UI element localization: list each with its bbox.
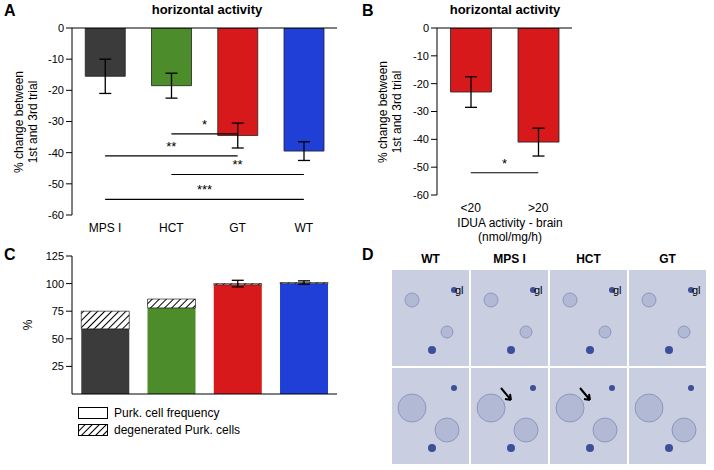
html-text:horizontal activity: horizontal activity bbox=[151, 2, 263, 17]
html-text:WT: WT bbox=[421, 252, 440, 266]
svg-text:HCT: HCT bbox=[159, 221, 184, 235]
svg-text:<20: <20 bbox=[461, 201, 482, 215]
svg-text:>20: >20 bbox=[528, 201, 549, 215]
html-text:% change between: % change between bbox=[376, 61, 390, 163]
svg-text:-10: -10 bbox=[48, 53, 64, 65]
html-text:B: B bbox=[362, 2, 374, 19]
html-text:MPS I: MPS I bbox=[493, 252, 526, 266]
html-text:degenerated Purk. cells: degenerated Purk. cells bbox=[114, 422, 241, 437]
svg-text:25: 25 bbox=[52, 360, 64, 372]
html-text:GT: GT bbox=[659, 252, 676, 266]
svg-text:0: 0 bbox=[423, 22, 429, 34]
svg-text:GT: GT bbox=[229, 221, 246, 235]
svg-text:**: ** bbox=[166, 139, 176, 154]
svg-text:-20: -20 bbox=[413, 78, 429, 90]
html-text:IDUA activity - brain: IDUA activity - brain bbox=[457, 216, 563, 230]
svg-text:gl: gl bbox=[534, 284, 543, 296]
svg-text:gl: gl bbox=[613, 284, 622, 296]
html-text:D: D bbox=[362, 246, 374, 263]
html-text:A: A bbox=[4, 2, 16, 19]
svg-text:-50: -50 bbox=[48, 178, 64, 190]
svg-text:-30: -30 bbox=[413, 105, 429, 117]
svg-text:-20: -20 bbox=[48, 84, 64, 96]
html-text:horizontal activity: horizontal activity bbox=[449, 2, 561, 17]
svg-text:50: 50 bbox=[52, 333, 64, 345]
svg-text:-60: -60 bbox=[413, 189, 429, 201]
html-text:HCT: HCT bbox=[576, 252, 601, 266]
html-text:C: C bbox=[4, 246, 16, 263]
html-text:(nmol/mg/h): (nmol/mg/h) bbox=[478, 230, 542, 244]
svg-text:-50: -50 bbox=[413, 161, 429, 173]
svg-text:**: ** bbox=[233, 157, 243, 172]
svg-text:***: *** bbox=[197, 182, 212, 197]
svg-text:0: 0 bbox=[58, 22, 64, 34]
html-text:1st and 3rd trial: 1st and 3rd trial bbox=[26, 80, 40, 164]
svg-text:100: 100 bbox=[46, 278, 64, 290]
svg-text:MPS I: MPS I bbox=[89, 221, 122, 235]
svg-text:WT: WT bbox=[295, 221, 314, 235]
html-text:% change between: % change between bbox=[12, 71, 26, 173]
svg-text:-40: -40 bbox=[48, 147, 64, 159]
svg-text:125: 125 bbox=[46, 250, 64, 262]
html-text:Purk. cell frequency: Purk. cell frequency bbox=[114, 405, 220, 420]
svg-text:gl: gl bbox=[692, 284, 701, 296]
svg-text:*: * bbox=[502, 156, 507, 171]
svg-text:*: * bbox=[202, 117, 207, 132]
svg-text:-60: -60 bbox=[48, 209, 64, 221]
svg-text:75: 75 bbox=[52, 305, 64, 317]
html-text:1st and 3rd trial: 1st and 3rd trial bbox=[390, 70, 404, 154]
svg-text:-30: -30 bbox=[48, 115, 64, 127]
svg-text:-40: -40 bbox=[413, 133, 429, 145]
svg-text:-10: -10 bbox=[413, 50, 429, 62]
svg-text:gl: gl bbox=[455, 284, 464, 296]
